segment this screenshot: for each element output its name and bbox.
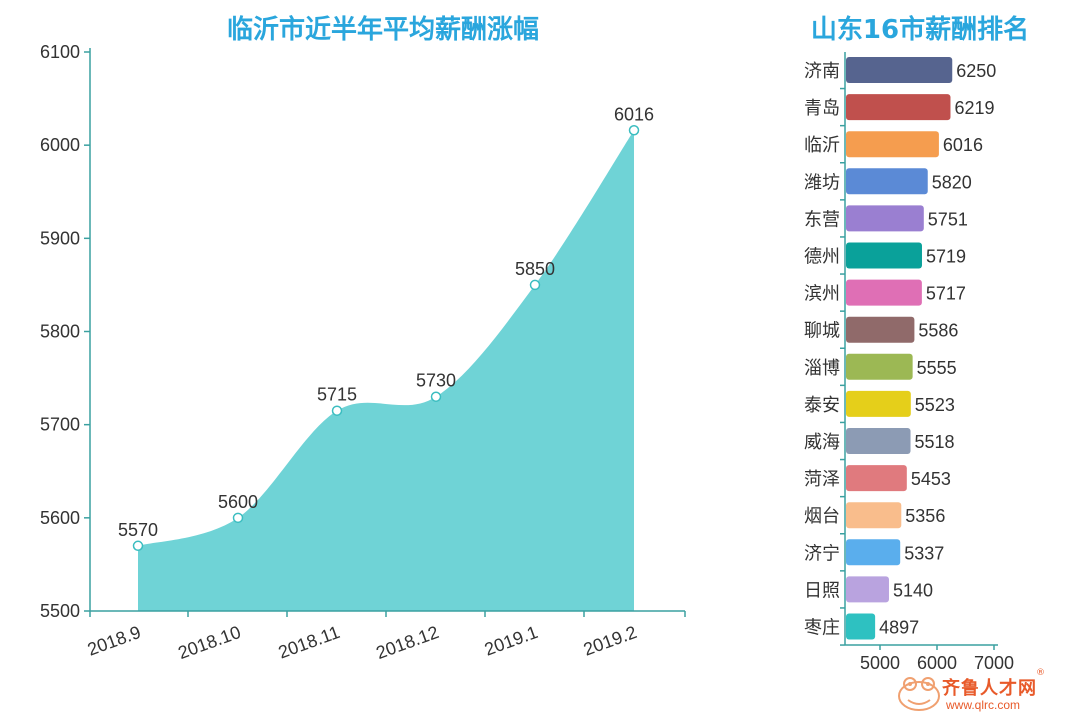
- bar: [846, 316, 915, 343]
- bar-category-label: 菏泽: [804, 469, 840, 490]
- x-tick-label: 2019.1: [482, 622, 541, 660]
- bar: [846, 502, 902, 529]
- bar: [846, 465, 907, 492]
- bar-value-label: 5751: [928, 209, 968, 229]
- x-tick-label: 2018.11: [276, 622, 343, 663]
- bar-category-label: 日照: [804, 580, 840, 601]
- watermark-url: www.qlrc.com: [946, 698, 1021, 712]
- x-tick-label: 2018.10: [175, 622, 243, 663]
- bar-category-label: 淄博: [804, 358, 840, 379]
- x-tick-label: 2019.2: [581, 622, 640, 660]
- bar: [846, 94, 951, 121]
- data-point: [430, 391, 442, 402]
- bar: [846, 539, 901, 566]
- bar-category-label: 泰安: [804, 395, 840, 416]
- data-label: 5730: [416, 371, 456, 391]
- bar-value-label: 5717: [926, 284, 966, 304]
- bar-x-tick-label: 6000: [917, 653, 957, 673]
- bar-chart: 济南 6250 青岛 6219 临沂 6016 潍坊 5820 东营 5751 德州 5719 滨州 57…: [804, 52, 1014, 673]
- bar-category-label: 东营: [804, 209, 840, 230]
- data-label: 6016: [614, 104, 654, 124]
- bar-chart-title: 山东16市薪酬排名: [811, 14, 1029, 45]
- bar-category-label: 济宁: [804, 543, 840, 564]
- bar: [846, 242, 922, 269]
- bar-x-tick-label: 7000: [974, 653, 1014, 673]
- area-chart-title: 临沂市近半年平均薪酬涨幅: [227, 14, 539, 45]
- bar: [846, 613, 876, 640]
- data-point: [232, 512, 244, 524]
- bar-value-label: 5140: [893, 580, 933, 600]
- bar-category-label: 德州: [804, 247, 840, 268]
- bar-value-label: 5586: [918, 321, 958, 341]
- bar: [846, 576, 889, 603]
- bar-value-label: 5356: [905, 506, 945, 526]
- y-tick-label: 6000: [40, 135, 80, 155]
- data-point: [628, 125, 640, 136]
- bar-category-label: 威海: [804, 432, 840, 453]
- bar-value-label: 5719: [926, 247, 966, 267]
- bar-category-label: 烟台: [804, 506, 840, 527]
- bar-category-label: 枣庄: [804, 618, 840, 639]
- y-tick-label: 5800: [40, 322, 80, 342]
- y-tick-label: 5500: [40, 601, 80, 621]
- bar-value-label: 4897: [879, 618, 919, 638]
- bar-value-label: 5453: [911, 469, 951, 489]
- x-tick-label: 2018.12: [373, 622, 441, 663]
- data-label: 5570: [118, 520, 158, 540]
- area-fill: [138, 130, 634, 611]
- bar-value-label: 5555: [917, 358, 957, 378]
- y-tick-label: 6100: [40, 42, 80, 62]
- bar: [846, 205, 924, 232]
- watermark: 齐鲁人才网 ® www.qlrc.com: [896, 668, 1076, 720]
- bar-value-label: 5337: [904, 543, 944, 563]
- data-label: 5600: [218, 492, 258, 512]
- bar: [846, 279, 922, 306]
- bar-category-label: 滨州: [804, 284, 840, 305]
- bar-value-label: 6016: [943, 135, 983, 155]
- bar-value-label: 6219: [954, 98, 994, 118]
- bar: [846, 428, 911, 454]
- data-label: 5850: [515, 259, 555, 279]
- bar: [846, 353, 913, 380]
- bar-value-label: 5523: [915, 395, 955, 415]
- bar-category-label: 聊城: [804, 321, 840, 342]
- data-point: [529, 279, 541, 291]
- bar-category-label: 青岛: [804, 98, 840, 119]
- bar-value-label: 5518: [915, 432, 955, 452]
- bar: [846, 168, 928, 195]
- data-label: 5715: [317, 385, 357, 405]
- frog-logo-icon: [898, 677, 940, 711]
- watermark-name: 齐鲁人才网: [942, 678, 1037, 699]
- bar-category-label: 临沂: [804, 135, 840, 156]
- bar-value-label: 6250: [956, 61, 996, 81]
- data-point: [331, 405, 343, 416]
- registered-mark: ®: [1036, 668, 1045, 678]
- bar-value-label: 5820: [932, 172, 972, 192]
- bar-category-label: 潍坊: [804, 172, 840, 193]
- bar: [846, 390, 911, 417]
- bar: [846, 57, 953, 83]
- y-tick-label: 5900: [40, 228, 80, 248]
- bar-x-tick-label: 5000: [860, 653, 900, 673]
- bar: [846, 131, 939, 158]
- bar-category-label: 济南: [804, 61, 840, 82]
- area-chart: 5500 5600 5700 5800 5900 6000 6100 2018.9 2018.1…: [40, 42, 686, 663]
- data-point: [132, 540, 144, 552]
- x-tick-label: 2018.9: [85, 622, 144, 660]
- y-tick-label: 5700: [40, 415, 80, 435]
- y-tick-label: 5600: [40, 508, 80, 528]
